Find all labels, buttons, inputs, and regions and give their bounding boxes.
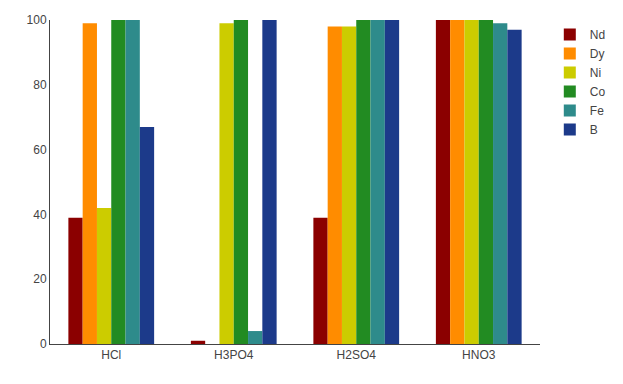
svg-text:Nd: Nd [590,28,605,42]
svg-text:HCl: HCl [101,348,121,362]
svg-text:100: 100 [27,13,47,27]
svg-text:40: 40 [33,208,47,222]
svg-text:Ni: Ni [590,66,601,80]
svg-text:0: 0 [40,337,47,351]
svg-text:B: B [590,123,598,137]
svg-text:Co: Co [590,85,606,99]
svg-text:HNO3: HNO3 [462,348,496,362]
svg-text:H3PO4: H3PO4 [214,348,254,362]
svg-text:Dy: Dy [590,47,605,61]
svg-text:20: 20 [33,272,47,286]
svg-text:80: 80 [33,78,47,92]
svg-text:H2SO4: H2SO4 [337,348,377,362]
svg-text:60: 60 [33,143,47,157]
svg-text:Fe: Fe [590,104,604,118]
